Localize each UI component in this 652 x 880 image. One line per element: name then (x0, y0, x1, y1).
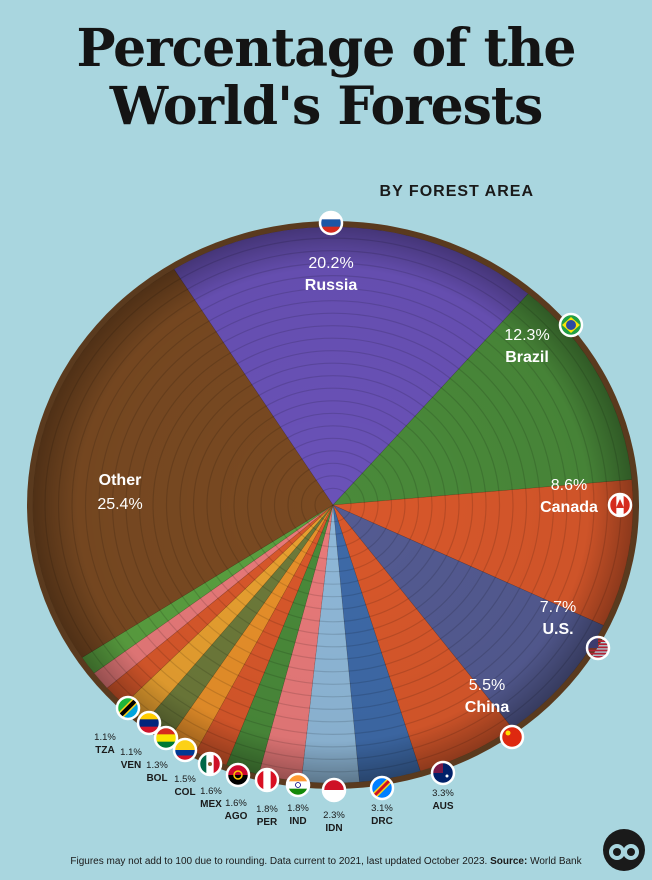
value-label-col: 1.5% (174, 774, 196, 785)
country-label-aus: AUS (432, 801, 453, 812)
indonesia-flag-icon (321, 777, 347, 803)
source-name: World Bank (530, 856, 582, 867)
trunk-shading (33, 227, 633, 783)
peru-flag-icon (254, 767, 280, 793)
footnote-text: Figures may not add to 100 due to roundi… (70, 856, 488, 867)
tanzania-flag-icon (115, 695, 141, 721)
value-label-other: 25.4% (97, 496, 142, 513)
value-label-drc: 3.1% (371, 803, 393, 814)
country-label-us: U.S. (542, 621, 573, 638)
country-label-mex: MEX (200, 799, 222, 810)
venezuela-flag-icon (136, 710, 162, 736)
title-line-1: Percentage of the (76, 18, 576, 79)
value-label-tza: 1.1% (94, 732, 116, 743)
china-flag-icon (499, 724, 525, 750)
country-label-idn: IDN (325, 823, 342, 834)
value-label-bol: 1.3% (146, 760, 168, 771)
angola-flag-icon (225, 762, 251, 788)
value-label-ind: 1.8% (287, 803, 309, 814)
bolivia-flag-icon (153, 725, 179, 751)
value-label-us: 7.7% (540, 599, 576, 616)
mexico-flag-icon (197, 751, 223, 777)
value-label-idn: 2.3% (323, 810, 345, 821)
value-label-ago: 1.6% (225, 798, 247, 809)
canada-flag-icon (607, 492, 633, 518)
country-label-china: China (465, 699, 510, 716)
value-label-ven: 1.1% (120, 747, 142, 758)
footnote: Figures may not add to 100 due to roundi… (0, 856, 652, 867)
country-label-drc: DRC (371, 816, 393, 827)
value-label-aus: 3.3% (432, 788, 454, 799)
brazil-flag-icon (558, 312, 584, 338)
country-label-per: PER (257, 817, 278, 828)
publisher-logo-icon (603, 829, 645, 871)
drc-flag-icon (369, 775, 395, 801)
value-label-canada: 8.6% (551, 477, 587, 494)
country-label-tza: TZA (95, 745, 114, 756)
country-label-canada: Canada (540, 499, 598, 516)
us-flag-icon (585, 635, 611, 661)
country-label-brazil: Brazil (505, 349, 549, 366)
source-label: Source: (490, 856, 528, 867)
country-label-other: Other (99, 472, 142, 489)
value-label-brazil: 12.3% (504, 327, 549, 344)
india-flag-icon (285, 772, 311, 798)
country-label-ind: IND (289, 816, 306, 827)
australia-flag-icon (430, 760, 456, 786)
colombia-flag-icon (172, 737, 198, 763)
title-line-2: World's Forests (109, 76, 543, 137)
value-label-mex: 1.6% (200, 786, 222, 797)
country-label-ven: VEN (121, 760, 142, 771)
value-label-china: 5.5% (469, 677, 505, 694)
chart-subtitle: BY FOREST AREA (379, 183, 534, 200)
russia-flag-icon (318, 210, 344, 236)
country-label-ago: AGO (225, 811, 248, 822)
country-label-col: COL (174, 787, 195, 798)
country-label-russia: Russia (305, 277, 358, 294)
country-label-bol: BOL (146, 773, 167, 784)
value-label-russia: 20.2% (308, 255, 353, 272)
chart-title: Percentage of the World's Forests (0, 20, 652, 136)
value-label-per: 1.8% (256, 804, 278, 815)
